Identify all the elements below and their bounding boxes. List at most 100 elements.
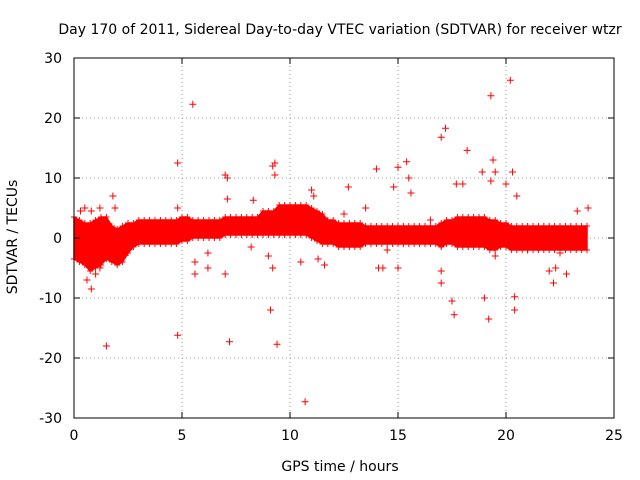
- data-point: [478, 168, 486, 176]
- data-point: [174, 159, 182, 167]
- data-point: [109, 192, 117, 200]
- band-edge-marker: [443, 241, 450, 247]
- x-tick-label: 25: [605, 428, 623, 444]
- band-edge-marker: [119, 223, 126, 229]
- band-edge-marker: [389, 241, 396, 247]
- band-edge-marker: [470, 244, 477, 250]
- data-point: [271, 171, 279, 179]
- band-edge-marker: [400, 241, 407, 247]
- band-edge-marker: [173, 217, 180, 223]
- band-edge-marker: [557, 223, 563, 229]
- band-edge-marker: [222, 232, 229, 238]
- band-edge-marker: [449, 217, 455, 223]
- data-point: [545, 267, 553, 275]
- data-point: [96, 264, 104, 272]
- band-edge-marker: [200, 235, 207, 241]
- band-edge-marker: [443, 217, 450, 223]
- data-point: [83, 276, 91, 284]
- band-edge-marker: [454, 214, 461, 220]
- band-edge-marker: [87, 220, 94, 226]
- band-edge-marker: [546, 223, 553, 229]
- band-edge-marker: [211, 217, 218, 223]
- band-edge-marker: [227, 232, 234, 238]
- band-edge-marker: [497, 220, 504, 226]
- band-edge-marker: [179, 238, 185, 244]
- band-edge-marker: [243, 232, 250, 238]
- data-point: [508, 168, 516, 176]
- band-edge-marker: [508, 223, 515, 229]
- band-edge-marker: [378, 241, 385, 247]
- band-edge-marker: [513, 247, 520, 253]
- data-point: [448, 297, 456, 305]
- band-edge-marker: [535, 223, 542, 229]
- band-edge-marker: [114, 226, 121, 232]
- band-edge-marker: [416, 223, 423, 229]
- band-edge-marker: [492, 247, 499, 253]
- data-point: [362, 204, 370, 212]
- band-edge-marker: [184, 238, 191, 244]
- data-point: [450, 311, 458, 319]
- data-point: [487, 92, 495, 100]
- band-area: [73, 204, 588, 272]
- band-edge-marker: [362, 241, 369, 247]
- band-edge-marker: [546, 247, 553, 253]
- x-tick-label: 0: [70, 428, 79, 444]
- band-edge-marker: [238, 214, 245, 220]
- data-point: [273, 340, 281, 348]
- band-edge-marker: [395, 223, 401, 229]
- band-edge-marker: [130, 220, 137, 226]
- band-edge-marker: [152, 241, 158, 247]
- data-point: [87, 207, 95, 215]
- band-edge-marker: [459, 244, 466, 250]
- band-edge-marker: [243, 214, 250, 220]
- y-axis-ticks: -30 -20 -10 0 10 20 30: [39, 51, 614, 427]
- band-edge-marker: [400, 223, 407, 229]
- data-point: [463, 146, 471, 154]
- data-point: [511, 306, 519, 314]
- band-edge-marker: [346, 244, 353, 250]
- band-edge-marker: [103, 256, 110, 262]
- band-edge-marker: [540, 247, 547, 253]
- data-point: [379, 264, 387, 272]
- band-edge-marker: [562, 247, 569, 253]
- data-point: [174, 204, 182, 212]
- band-edge-marker: [227, 214, 234, 220]
- band-edge-marker: [535, 247, 542, 253]
- band-edge-marker: [368, 241, 374, 247]
- band-edge-marker: [357, 220, 364, 226]
- data-point: [452, 180, 460, 188]
- band-edge-marker: [92, 217, 99, 223]
- band-edge-marker: [287, 232, 293, 238]
- band-edge-marker: [351, 244, 358, 250]
- band-edge-marker: [497, 244, 504, 250]
- y-tick-label: 0: [53, 231, 62, 247]
- band-edge-marker: [573, 247, 580, 253]
- band-edge-marker: [351, 220, 358, 226]
- x-tick-label: 15: [389, 428, 407, 444]
- x-tick-label: 20: [497, 428, 515, 444]
- band-edge-marker: [233, 214, 239, 220]
- data-point: [573, 207, 581, 215]
- data-point: [502, 180, 510, 188]
- band-edge-marker: [108, 259, 115, 265]
- band-edge-marker: [432, 241, 439, 247]
- data-point: [383, 246, 391, 254]
- band-edge-marker: [454, 244, 461, 250]
- data-point: [584, 204, 592, 212]
- band-edge-marker: [173, 241, 180, 247]
- data-point: [264, 252, 272, 260]
- band-edge-marker: [103, 214, 110, 220]
- data-point: [204, 264, 212, 272]
- data-point: [87, 285, 95, 293]
- band-edge-marker: [81, 220, 88, 226]
- band-edge-marker: [411, 241, 418, 247]
- data-point: [550, 279, 558, 287]
- band-edge-marker: [206, 217, 212, 223]
- data-point: [111, 204, 119, 212]
- band-edge-marker: [135, 241, 142, 247]
- data-point: [102, 342, 110, 350]
- data-point: [301, 398, 309, 406]
- band-edge-marker: [141, 217, 148, 223]
- data-point: [491, 168, 499, 176]
- data-point: [191, 258, 199, 266]
